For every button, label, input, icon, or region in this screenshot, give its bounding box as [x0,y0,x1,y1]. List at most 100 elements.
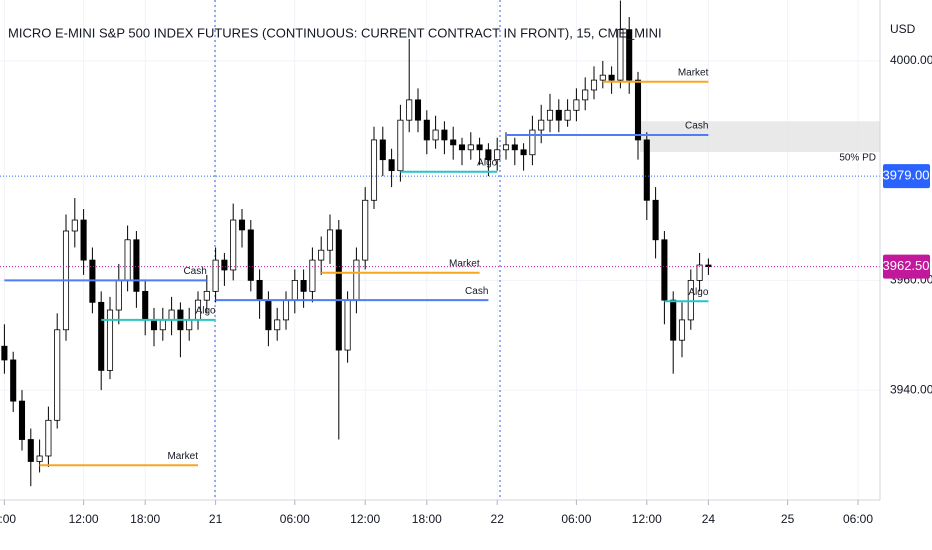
candle-body [221,259,228,271]
candle-body [555,109,562,121]
candle-body [300,279,307,292]
candle-body [168,309,175,321]
level-label: Algo [477,157,497,168]
candle-body [538,119,545,131]
candle-body [564,109,571,121]
level-label: Cash [183,266,206,277]
candle-body [309,259,316,292]
candle-body [326,229,334,251]
x-tick-label: 12:00 [632,512,662,526]
candle-body [388,159,395,172]
candle-body [106,309,114,371]
currency-label: USD [890,22,916,36]
candle-body [80,219,87,261]
candle-body [159,319,166,331]
chart-title: MICRO E-MINI S&P 500 INDEX FUTURES (CONT… [8,25,662,40]
candle-body [27,439,34,462]
x-tick-label: 6:00 [0,512,16,526]
candle-body [124,239,131,281]
price-label: 3962.50 [883,258,930,273]
candle-body [370,139,378,201]
candle-body [670,299,677,341]
candle-body [476,144,483,151]
candle-body [582,89,589,101]
level-label: Market [449,258,480,269]
candle-body [599,74,606,81]
price-label-box [883,254,930,279]
candle-body [520,149,527,156]
x-tick-label: 21 [209,512,223,526]
candle-body [626,29,633,81]
candle-body [546,109,554,121]
candle-body [485,149,492,161]
candle-body [397,119,404,172]
candle-body [573,99,580,111]
x-tick-label: 06:00 [280,512,310,526]
x-tick-label: 22 [491,512,505,526]
candle-body [291,279,298,301]
candle-body [1,345,8,361]
candle-body [256,279,263,301]
level-label: Algo [196,306,216,317]
candle-body [450,139,457,146]
level-label: Cash [465,286,488,297]
candle-body [344,299,351,351]
candle-body [335,229,342,351]
candle-body [441,129,448,141]
price-label: 3979.00 [883,168,930,183]
candle-body [282,299,290,321]
candle-body [18,400,26,440]
candle-body [353,259,360,301]
x-tick-label: 18:00 [412,512,442,526]
candle-body [265,299,272,331]
candle-body [133,239,140,292]
candle-body [150,319,158,331]
candle-body [661,239,668,301]
candle-body [652,199,659,241]
x-tick-label: 25 [781,512,795,526]
x-tick-label: 06:00 [843,512,873,526]
candle-body [643,139,650,201]
candle-body [617,29,624,81]
candle-body [274,319,281,331]
level-label: Algo [688,287,708,298]
candle-body [467,144,474,151]
level-label: Cash [685,121,708,132]
candle-body [494,149,501,161]
candle-body [696,264,703,281]
x-tick-label: 18:00 [130,512,160,526]
candle-body [458,144,466,151]
candle-body [590,79,598,91]
axis-layer: 3940.003960.004000.006:0012:0018:002106:… [0,53,932,526]
price-label-box [883,164,930,189]
candle-body [10,359,17,402]
level-label: Market [678,67,709,78]
candle-body [608,74,615,81]
candle-body [502,144,510,151]
candle-body [45,419,52,457]
candle-body [423,119,430,141]
candle-body [71,219,78,232]
candle-body [36,455,43,462]
candle-body [432,129,439,141]
candle-body [98,301,105,371]
candle-body [247,229,254,281]
x-tick-label: 24 [702,512,716,526]
candle-body [379,139,386,161]
zone [640,121,880,152]
candle-body [186,319,193,331]
candle-body [115,279,122,311]
x-tick-label: 06:00 [561,512,591,526]
candle-body [362,199,369,261]
candle-body [54,329,61,421]
candle-body [511,144,518,151]
y-tick-label: 3940.00 [890,382,932,396]
zone-label: 50% PD [839,153,876,164]
candle-body [318,249,325,261]
plot-layer: 50% PD Market Cash Algo Market Cash Algo Market… [0,0,880,487]
y-tick-label: 4000.00 [890,53,932,67]
candle-body [634,79,642,141]
candle-body [142,290,149,321]
candle-body [238,219,246,231]
